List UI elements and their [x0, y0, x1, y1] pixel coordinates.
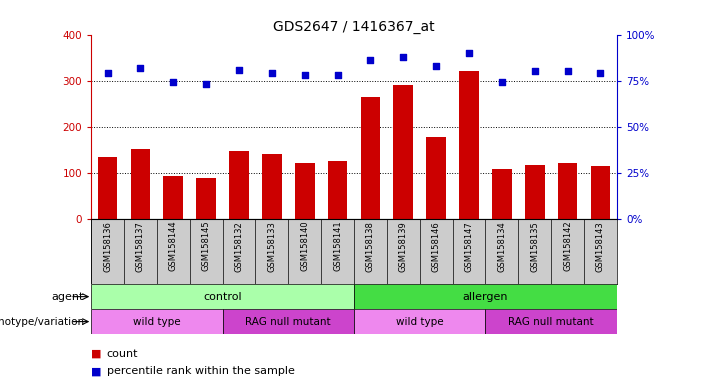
- Text: GSM158134: GSM158134: [498, 221, 506, 271]
- Bar: [525, 164, 545, 219]
- Text: genotype/variation: genotype/variation: [0, 316, 84, 327]
- Bar: [229, 151, 249, 219]
- Text: count: count: [107, 349, 138, 359]
- Text: GSM158136: GSM158136: [103, 221, 112, 272]
- Bar: [485, 309, 617, 334]
- Text: GSM158141: GSM158141: [333, 221, 342, 271]
- Text: GSM158137: GSM158137: [136, 221, 145, 272]
- Point: [595, 70, 606, 76]
- Point: [365, 57, 376, 63]
- Text: GSM158142: GSM158142: [563, 221, 572, 271]
- Point: [135, 65, 146, 71]
- Text: GSM158147: GSM158147: [465, 221, 473, 271]
- Point: [562, 68, 573, 74]
- Point: [266, 70, 278, 76]
- Bar: [354, 284, 617, 309]
- Text: percentile rank within the sample: percentile rank within the sample: [107, 366, 294, 376]
- Text: RAG null mutant: RAG null mutant: [508, 316, 594, 327]
- Text: allergen: allergen: [463, 291, 508, 302]
- Bar: [130, 149, 150, 219]
- Bar: [328, 161, 348, 219]
- Bar: [262, 154, 282, 219]
- Bar: [393, 85, 413, 219]
- Bar: [492, 169, 512, 219]
- Bar: [459, 71, 479, 219]
- Bar: [97, 157, 118, 219]
- Point: [463, 50, 475, 56]
- Text: GSM158143: GSM158143: [596, 221, 605, 271]
- Point: [233, 66, 245, 73]
- Text: RAG null mutant: RAG null mutant: [245, 316, 331, 327]
- Point: [332, 72, 343, 78]
- Text: wild type: wild type: [396, 316, 444, 327]
- Point: [397, 54, 409, 60]
- Text: agent: agent: [52, 291, 84, 302]
- Point: [168, 79, 179, 86]
- Bar: [91, 284, 354, 309]
- Text: GSM158132: GSM158132: [235, 221, 243, 271]
- Point: [200, 81, 212, 88]
- Text: GSM158146: GSM158146: [432, 221, 441, 271]
- Bar: [196, 178, 216, 219]
- Text: GSM158145: GSM158145: [202, 221, 210, 271]
- Text: wild type: wild type: [133, 316, 181, 327]
- Bar: [360, 97, 381, 219]
- Text: GSM158144: GSM158144: [169, 221, 178, 271]
- Bar: [91, 309, 223, 334]
- Bar: [354, 309, 485, 334]
- Text: control: control: [203, 291, 242, 302]
- Point: [529, 68, 540, 74]
- Bar: [223, 309, 354, 334]
- Bar: [426, 137, 446, 219]
- Bar: [558, 163, 578, 219]
- Point: [496, 79, 508, 86]
- Point: [102, 70, 113, 76]
- Text: GSM158139: GSM158139: [399, 221, 408, 271]
- Text: ■: ■: [91, 349, 105, 359]
- Bar: [163, 177, 183, 219]
- Point: [299, 72, 311, 78]
- Bar: [295, 163, 315, 219]
- Point: [430, 63, 442, 69]
- Text: GSM158140: GSM158140: [300, 221, 309, 271]
- Title: GDS2647 / 1416367_at: GDS2647 / 1416367_at: [273, 20, 435, 33]
- Bar: [590, 166, 611, 219]
- Text: GSM158133: GSM158133: [267, 221, 276, 272]
- Text: GSM158135: GSM158135: [530, 221, 539, 271]
- Text: GSM158138: GSM158138: [366, 221, 375, 272]
- Text: ■: ■: [91, 366, 105, 376]
